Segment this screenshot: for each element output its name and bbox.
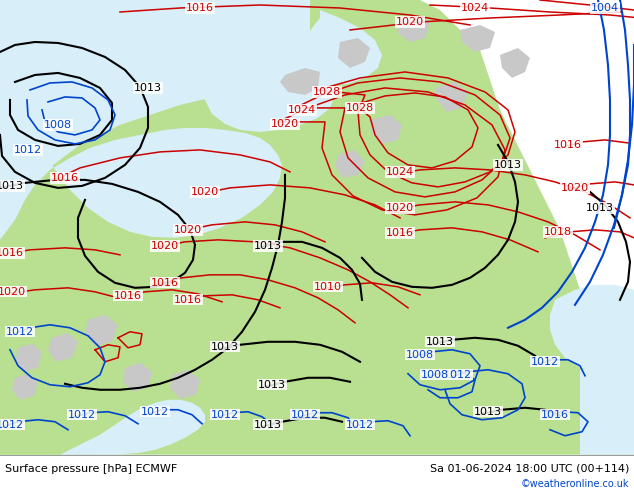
Text: 1020: 1020 xyxy=(0,287,26,297)
Text: 1012: 1012 xyxy=(531,357,559,367)
Text: 1012: 1012 xyxy=(346,420,374,430)
Text: 1013: 1013 xyxy=(0,181,24,191)
Text: 1016: 1016 xyxy=(151,278,179,288)
Text: 1013: 1013 xyxy=(258,380,286,390)
Text: 1013: 1013 xyxy=(134,83,162,93)
Text: 1016: 1016 xyxy=(51,173,79,183)
Text: 1008: 1008 xyxy=(406,350,434,360)
Text: 1016: 1016 xyxy=(0,248,24,258)
Text: 1012: 1012 xyxy=(6,327,34,337)
Text: 1013: 1013 xyxy=(474,407,502,417)
Text: 1016: 1016 xyxy=(554,140,582,150)
Text: 1016: 1016 xyxy=(174,295,202,305)
Text: 1018: 1018 xyxy=(544,227,572,237)
Text: 1020: 1020 xyxy=(386,203,414,213)
Text: 1020: 1020 xyxy=(174,225,202,235)
Text: 1016: 1016 xyxy=(386,228,414,238)
Text: 1013: 1013 xyxy=(254,241,282,251)
Text: 1016: 1016 xyxy=(114,291,142,301)
Text: 1012: 1012 xyxy=(291,410,319,420)
Text: 1012: 1012 xyxy=(0,420,24,430)
Text: 1013: 1013 xyxy=(254,420,282,430)
Text: 1020: 1020 xyxy=(271,119,299,129)
Text: 1012: 1012 xyxy=(141,407,169,417)
Text: ©weatheronline.co.uk: ©weatheronline.co.uk xyxy=(521,479,629,490)
Text: 1008: 1008 xyxy=(44,120,72,130)
Text: Surface pressure [hPa] ECMWF: Surface pressure [hPa] ECMWF xyxy=(5,464,178,473)
Text: 1028: 1028 xyxy=(346,103,374,113)
Text: Sa 01-06-2024 18:00 UTC (00+114): Sa 01-06-2024 18:00 UTC (00+114) xyxy=(430,464,629,473)
Text: 1024: 1024 xyxy=(386,167,414,177)
Text: 1010: 1010 xyxy=(314,282,342,292)
Text: 1012: 1012 xyxy=(211,410,239,420)
Text: 1024: 1024 xyxy=(288,105,316,115)
Text: 1013: 1013 xyxy=(426,337,454,347)
Text: 1020: 1020 xyxy=(191,187,219,197)
Text: 1016: 1016 xyxy=(186,3,214,13)
Text: 1028: 1028 xyxy=(313,87,341,97)
Text: 1008: 1008 xyxy=(421,370,449,380)
Text: 1024: 1024 xyxy=(461,3,489,13)
Text: 1004: 1004 xyxy=(591,3,619,13)
Text: 1013: 1013 xyxy=(211,342,239,352)
Text: 1020: 1020 xyxy=(396,17,424,27)
Text: 1016: 1016 xyxy=(541,410,569,420)
Text: 1013: 1013 xyxy=(586,203,614,213)
Text: 1013: 1013 xyxy=(494,160,522,170)
Text: 1020: 1020 xyxy=(151,241,179,251)
Text: 1020: 1020 xyxy=(561,183,589,193)
Text: 1012: 1012 xyxy=(14,145,42,155)
Text: 1012: 1012 xyxy=(68,410,96,420)
Text: 1012: 1012 xyxy=(444,370,472,380)
